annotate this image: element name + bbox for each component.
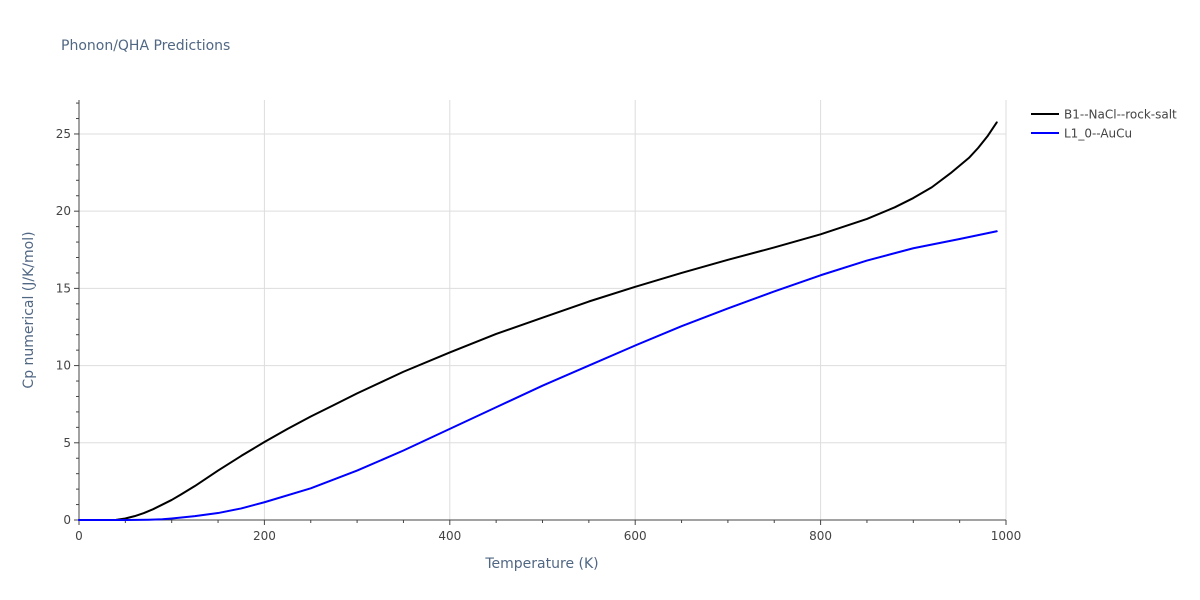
x-tick-label: 600 — [624, 529, 647, 543]
series-line-b1-nacl-rock-salt[interactable] — [78, 121, 998, 521]
legend-item-b1[interactable]: B1--NaCl--rock-salt — [1031, 108, 1177, 122]
x-axis-title: Temperature (K) — [484, 556, 598, 572]
x-tick-label: 800 — [809, 529, 832, 543]
chart-title: Phonon/QHA Predictions — [61, 38, 230, 54]
legend-item-l10[interactable]: L1_0--AuCu — [1031, 127, 1132, 141]
ticks: 0 200 400 600 800 1000 0 5 10 15 20 25 — [56, 102, 1022, 543]
series-lines — [78, 121, 998, 521]
y-tick-label: 15 — [56, 281, 71, 295]
series-line-l1-0-aucu[interactable] — [78, 230, 998, 521]
legend[interactable]: B1--NaCl--rock-salt L1_0--AuCu — [1031, 108, 1177, 141]
y-tick-label: 5 — [63, 436, 71, 450]
y-axis-title: Cp numerical (J/K/mol) — [21, 231, 37, 388]
x-tick-label: 0 — [75, 529, 83, 543]
axes — [78, 100, 1006, 521]
legend-label-l10: L1_0--AuCu — [1064, 127, 1132, 141]
y-tick-label: 20 — [56, 204, 71, 218]
x-tick-label: 200 — [253, 529, 276, 543]
gridlines — [79, 100, 1007, 520]
legend-label-b1: B1--NaCl--rock-salt — [1064, 108, 1177, 122]
x-tick-label: 1000 — [991, 529, 1022, 543]
y-tick-label: 0 — [63, 513, 71, 527]
y-tick-label: 25 — [56, 127, 71, 141]
x-tick-label: 400 — [438, 529, 461, 543]
y-tick-label: 10 — [56, 359, 71, 373]
